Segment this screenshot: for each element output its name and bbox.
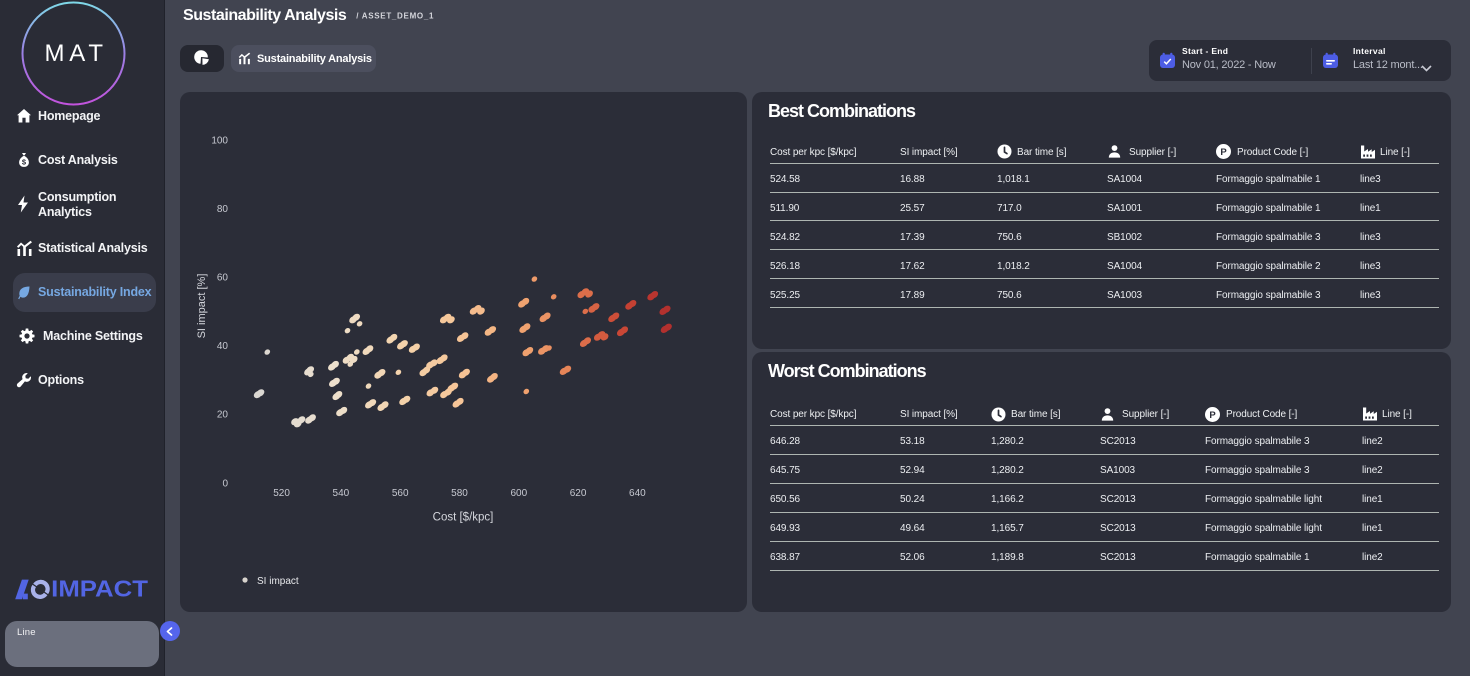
svg-text:20: 20 xyxy=(217,410,229,421)
svg-text:P: P xyxy=(1220,147,1227,158)
svg-text:560: 560 xyxy=(392,488,409,499)
svg-text:Cost [$/kpc]: Cost [$/kpc] xyxy=(433,512,494,524)
svg-text:600: 600 xyxy=(510,488,527,499)
svg-text:40: 40 xyxy=(217,341,229,352)
svg-text:IMPACT: IMPACT xyxy=(51,576,148,602)
svg-text:520: 520 xyxy=(273,488,290,499)
svg-text:SI impact: SI impact xyxy=(257,576,299,587)
svg-text:100: 100 xyxy=(211,136,228,147)
svg-text:P: P xyxy=(1209,410,1216,421)
svg-text:$: $ xyxy=(22,157,27,166)
svg-text:580: 580 xyxy=(451,488,468,499)
svg-text:0: 0 xyxy=(222,479,228,490)
svg-text:540: 540 xyxy=(333,488,350,499)
svg-text:60: 60 xyxy=(217,273,229,284)
svg-text:80: 80 xyxy=(217,204,229,215)
svg-text:640: 640 xyxy=(629,488,646,499)
svg-text:SI impact [%]: SI impact [%] xyxy=(196,274,208,339)
svg-text:MAT: MAT xyxy=(45,40,104,67)
svg-text:620: 620 xyxy=(570,488,587,499)
